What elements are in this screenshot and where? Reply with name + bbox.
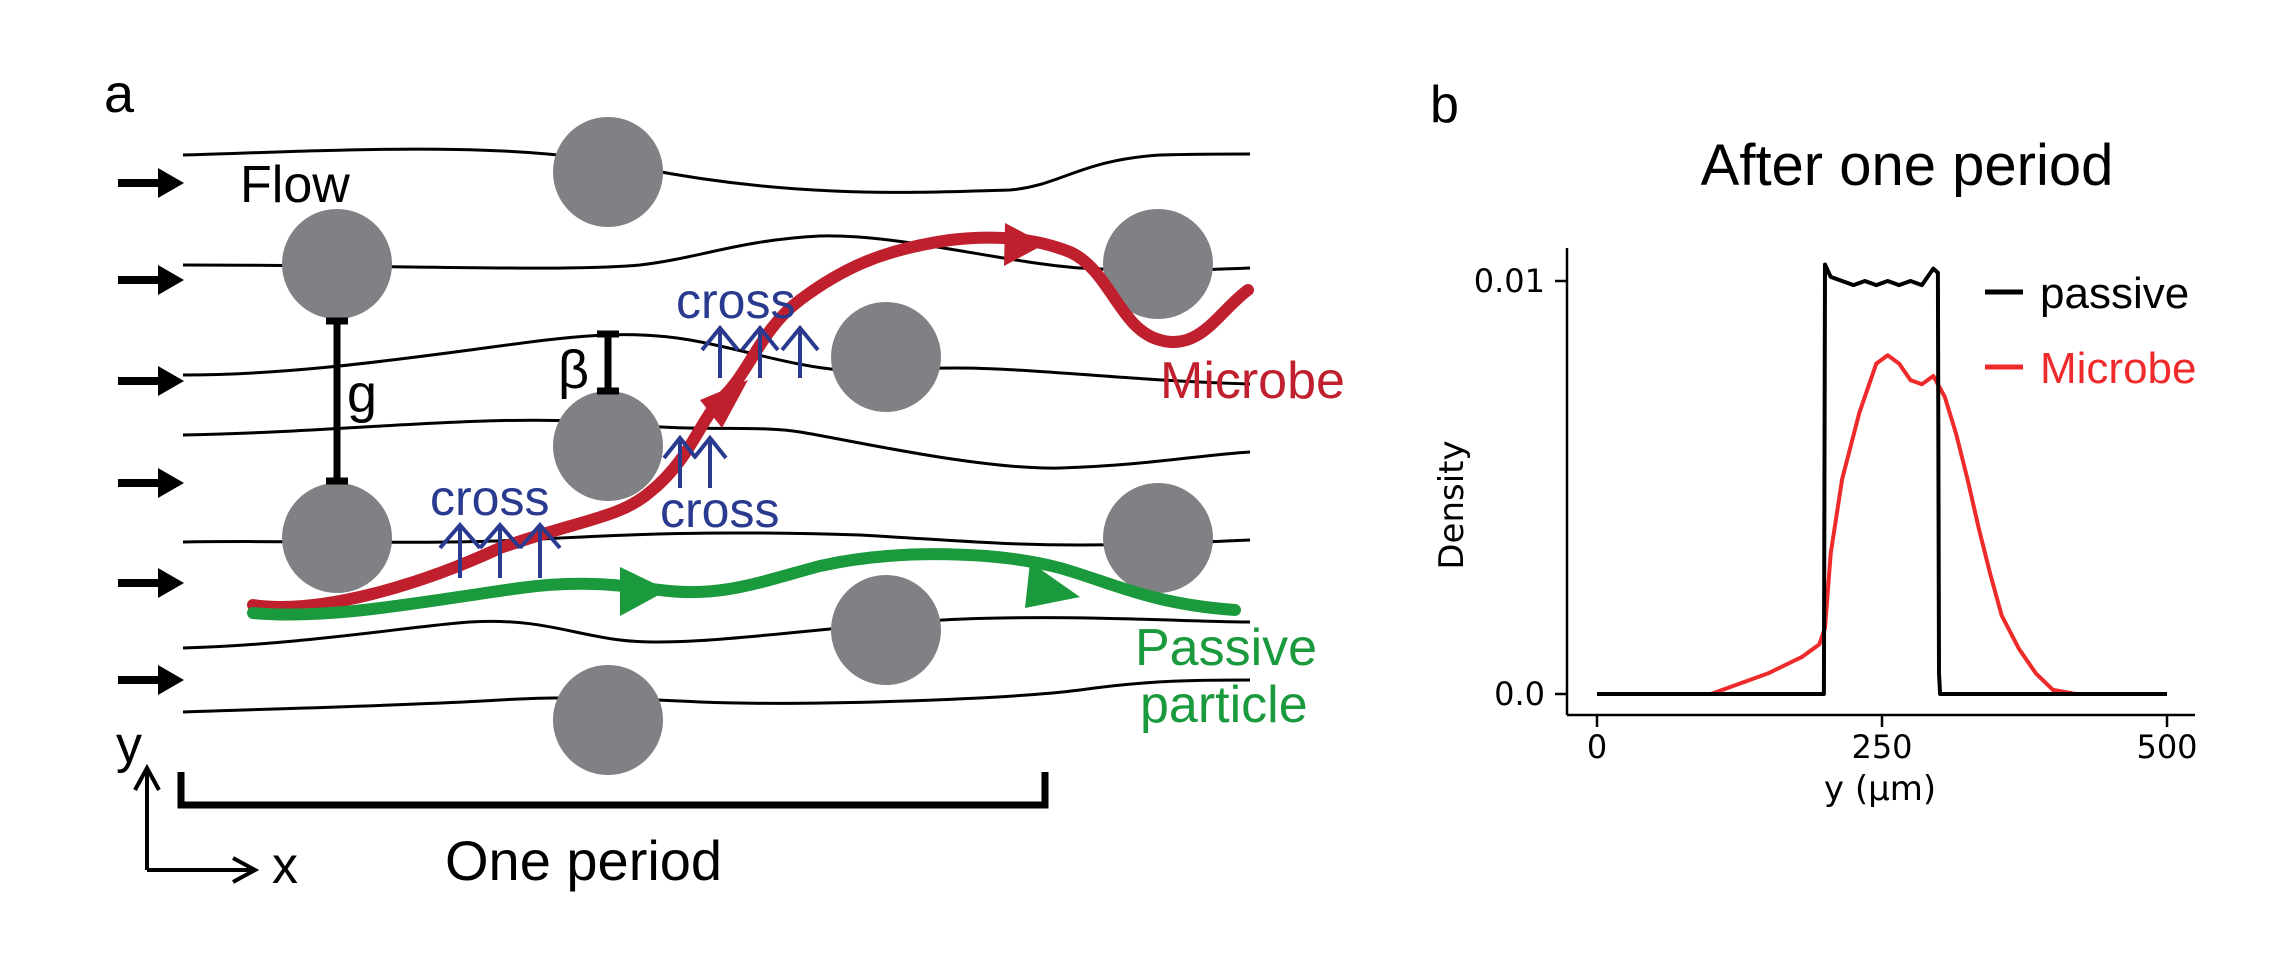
streamline-6 <box>182 616 1251 650</box>
obstacle <box>1103 209 1213 319</box>
flow-arrows <box>118 168 184 695</box>
beta-label: β <box>558 340 589 400</box>
flow-arrow-icon <box>118 168 184 198</box>
plot-marks <box>1597 262 2167 696</box>
series-line-passive <box>1597 262 2167 696</box>
axis-y-label: y <box>116 716 142 774</box>
streamline-1 <box>182 147 1251 194</box>
density-chart: 0 250 500 0.0 0.01 y (μm) Density passive Mi… <box>1432 248 2198 809</box>
microbe-arrowhead-icon <box>700 380 748 428</box>
obstacle <box>831 575 941 685</box>
gap-marker <box>326 317 348 485</box>
passive-trajectory <box>247 548 1241 621</box>
cross-label: cross <box>660 482 779 538</box>
microbe-label: Microbe <box>1160 352 1345 410</box>
x-axis-label: y (μm) <box>1824 769 1936 809</box>
x-tick-label: 250 <box>1851 728 1912 766</box>
x-ticks: 0 250 500 <box>1587 715 2198 766</box>
passive-path <box>247 548 1241 621</box>
cross-arrows-icon <box>700 324 820 378</box>
obstacle <box>553 391 663 501</box>
passive-arrowhead-icon <box>620 567 668 616</box>
legend-label: Microbe <box>2040 344 2197 393</box>
obstacle <box>831 302 941 412</box>
passive-arrowhead-icon <box>1025 562 1080 608</box>
axes-indicator <box>133 763 260 884</box>
y-tick-label: 0.0 <box>1494 675 1545 713</box>
microbe-arrowhead-icon <box>1004 223 1045 266</box>
flow-arrow-icon <box>118 265 184 295</box>
period-bracket <box>177 772 1049 809</box>
flow-label: Flow <box>240 156 350 214</box>
legend: passive Microbe <box>1985 269 2197 393</box>
streamline-7 <box>182 678 1251 714</box>
obstacle <box>553 665 663 775</box>
streamline-3 <box>182 333 1251 386</box>
panel-a: a Flow <box>104 64 1345 895</box>
cross-label: cross <box>676 273 795 329</box>
obstacle <box>553 117 663 227</box>
cross-annotation-2: cross <box>660 434 779 538</box>
obstacle <box>1103 483 1213 593</box>
obstacle <box>282 483 392 593</box>
passive-label-line2: particle <box>1140 676 1308 734</box>
y-ticks: 0.0 0.01 <box>1474 262 1567 713</box>
x-tick-label: 500 <box>2136 728 2197 766</box>
legend-label: passive <box>2040 269 2189 318</box>
streamline-4 <box>182 418 1251 470</box>
panel-a-label: a <box>104 64 135 124</box>
cross-annotation-3: cross <box>676 273 820 378</box>
beta-marker <box>597 330 619 395</box>
flow-arrow-icon <box>118 366 184 396</box>
obstacles <box>282 117 1213 775</box>
cross-arrows-icon <box>662 434 728 488</box>
y-axis-label: Density <box>1432 440 1472 569</box>
cross-annotation-1: cross <box>430 470 562 578</box>
x-tick-label: 0 <box>1587 728 1607 766</box>
period-label: One period <box>445 829 722 892</box>
cross-label: cross <box>430 470 549 526</box>
panel-b-label: b <box>1430 76 1459 134</box>
cross-arrows-icon <box>438 521 562 578</box>
series-line-microbe <box>1597 353 2167 696</box>
panel-b: b After one period 0 250 500 0.0 0.01 y (μm… <box>1430 76 2198 809</box>
chart-title: After one period <box>1701 133 2114 198</box>
passive-label-line1: Passive <box>1135 619 1317 677</box>
streamlines <box>182 147 1251 714</box>
flow-arrow-icon <box>118 665 184 695</box>
gap-label: g <box>347 364 377 424</box>
flow-arrow-icon <box>118 468 184 498</box>
flow-arrow-icon <box>118 568 184 598</box>
axis-x-label: x <box>272 837 298 895</box>
y-tick-label: 0.01 <box>1474 262 1545 300</box>
obstacle <box>282 209 392 319</box>
